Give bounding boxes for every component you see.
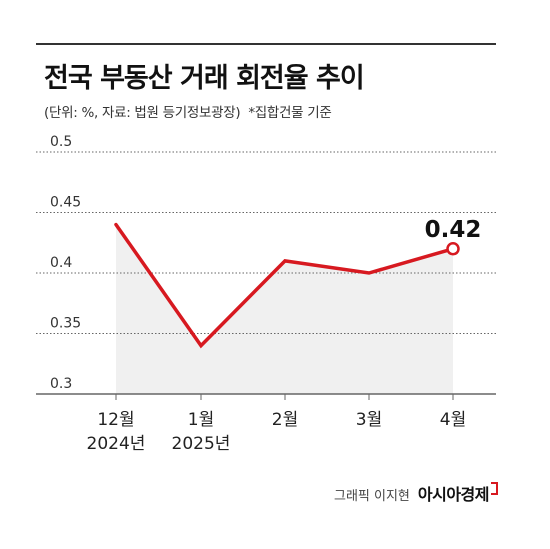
data-label: 0.42 [425, 217, 482, 243]
x-tick-label: 3월 [356, 410, 382, 430]
top-rule [36, 43, 496, 45]
credit: 그래픽 이지현 아시아경제 [334, 481, 498, 505]
y-tick-label: 0.35 [50, 316, 81, 332]
graphic-credit: 그래픽 이지현 [333, 489, 410, 504]
x-tick-label: 2024년 [87, 434, 146, 454]
y-tick-label: 0.3 [50, 376, 72, 392]
x-tick-label: 4월 [440, 410, 466, 430]
note-text: *집합건물 기준 [248, 105, 332, 121]
brand-logo: 아시아경제 [417, 485, 490, 504]
x-tick-label: 1월 [188, 410, 214, 430]
area-fill [116, 224, 453, 394]
y-tick-label: 0.4 [50, 255, 72, 271]
series-line [114, 222, 455, 349]
y-tick-label: 0.5 [50, 134, 72, 150]
x-tick-label: 12월 [97, 410, 134, 430]
brand-mark-icon [491, 482, 498, 495]
source-text: (단위: %, 자료: 법원 등기정보광장) [44, 105, 241, 121]
chart-subtitle: (단위: %, 자료: 법원 등기정보광장) *집합건물 기준 [44, 101, 332, 121]
x-tick-label: 2월 [272, 410, 298, 430]
x-tick-label: 2025년 [172, 434, 231, 454]
chart-title: 전국 부동산 거래 회전율 추이 [44, 63, 365, 94]
y-tick-label: 0.45 [50, 195, 81, 211]
highlight-point [446, 242, 460, 256]
